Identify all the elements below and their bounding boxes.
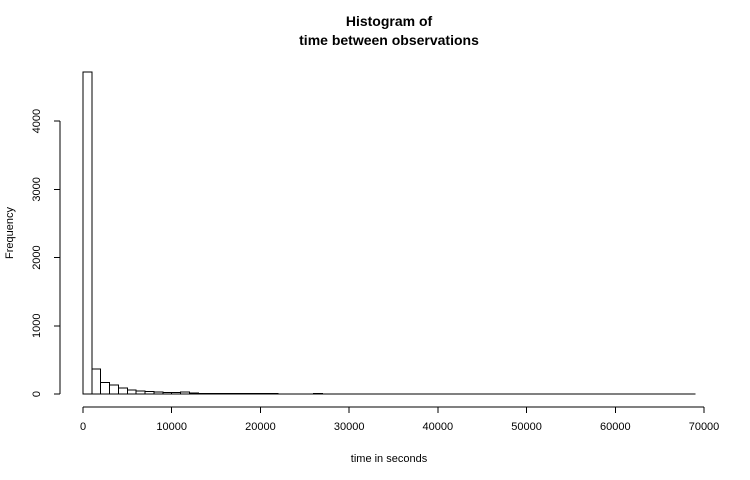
y-axis-label: Frequency [4,207,16,259]
x-tick-label: 50000 [511,421,542,433]
histogram-bar [135,390,146,395]
histogram-bar [144,390,155,395]
y-axis: 0 1000 2000 3000 4000 [31,109,61,397]
x-axis-label: time in seconds [351,453,428,465]
histogram-bar [126,389,137,395]
histogram-bar [153,391,164,395]
histogram-bar [180,391,190,395]
histogram-bar [162,391,173,395]
x-tick-label: 60000 [600,421,631,433]
y-tick-label: 0 [31,391,43,397]
y-tick-label: 4000 [31,109,43,133]
histogram-bar [91,368,102,395]
x-tick-label: 0 [80,421,86,433]
histogram-bar [188,392,199,395]
histogram-bar [117,387,128,395]
chart-title-line-1: Histogram of [346,13,433,29]
histogram-bar [100,381,111,395]
histogram-bar [206,392,217,395]
x-tick-label: 40000 [423,421,454,433]
x-tick-label: 20000 [245,421,276,433]
chart-title-line-2: time between observations [299,32,479,48]
histogram-bars [82,71,696,395]
x-tick-label: 30000 [334,421,365,433]
histogram-bar [197,392,208,395]
x-tick-label: 70000 [689,421,720,433]
x-axis: 0 10000 20000 30000 40000 50000 60000 70000 [80,406,720,433]
histogram-bar [109,384,119,395]
histogram-bar [82,71,93,395]
y-tick-label: 3000 [31,177,43,201]
x-tick-label: 10000 [156,421,187,433]
histogram-bar [233,392,244,395]
y-tick-label: 1000 [31,314,43,338]
y-tick-label: 2000 [31,245,43,269]
histogram-bar [171,392,182,395]
